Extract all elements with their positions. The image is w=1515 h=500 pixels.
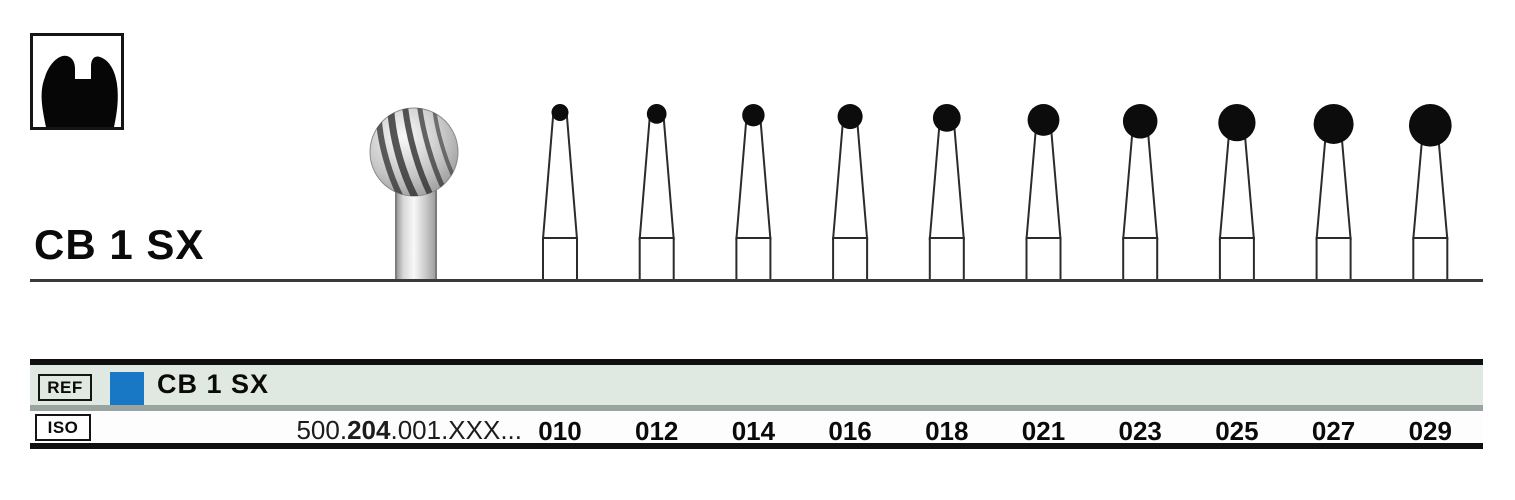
table-row-separator [30,405,1483,411]
iso-code-suffix: .001.XXX... [390,415,522,445]
size-label-027: 027 [1311,416,1356,446]
bur-figure-025 [1218,104,1256,282]
size-label-023: 023 [1118,416,1162,446]
size-label-012: 012 [634,416,679,446]
bur-figure-023 [1122,104,1159,282]
bur-figure-021 [1025,104,1062,282]
bur-figure-016 [832,104,869,282]
bur-head-010 [551,104,569,121]
page-title: CB 1 SX [34,221,205,268]
size-label-018: 018 [925,416,969,446]
bur-figure-018 [928,104,965,282]
bur-figure-029 [1408,104,1452,282]
iso-row: ISO 500.204.001.XXX... 010 012 014 016 018 02… [30,411,1483,446]
bur-flutes [375,102,456,203]
iso-code: 500.204.001.XXX... [230,416,522,445]
size-label-021: 021 [1021,416,1066,446]
bur-photo [369,102,459,282]
bur-head-025 [1218,104,1256,142]
bur-shank [395,186,437,282]
size-label-025: 025 [1215,416,1259,446]
bur-head-012 [646,104,667,124]
tooth-icon-box [30,33,124,130]
bur-figure-010 [541,104,579,282]
size-label-029: 029 [1408,416,1452,446]
ref-label-box: REF [38,374,92,401]
bur-head-029 [1408,104,1452,147]
size-label-010: 010 [538,416,582,446]
bur-figure-027 [1313,104,1354,282]
iso-code-bold: 204 [347,415,391,445]
iso-code-prefix: 500. [296,415,348,445]
bur-head-021 [1027,104,1060,136]
iso-label: ISO [47,417,79,437]
product-color-swatch [110,372,144,405]
bur-size-drawings [541,104,1452,282]
bur-head-014 [742,104,765,127]
baseline-rule [30,279,1483,282]
bur-head-023 [1122,104,1158,139]
table-top-border [30,359,1483,365]
ref-row: REF CB 1 SX [30,365,1483,405]
size-label-014: 014 [731,416,776,446]
ref-value: CB 1 SX [157,369,270,399]
bur-head-018 [932,104,961,132]
bur-head-027 [1313,104,1354,144]
size-label-016: 016 [828,416,872,446]
table-bottom-border [30,443,1483,449]
bur-head-016 [837,104,863,130]
ref-label: REF [47,377,83,397]
molar-tooth-icon [41,55,118,127]
bur-figure-014 [735,104,772,282]
iso-label-box: ISO [35,414,91,441]
bur-figure-012 [638,104,675,282]
